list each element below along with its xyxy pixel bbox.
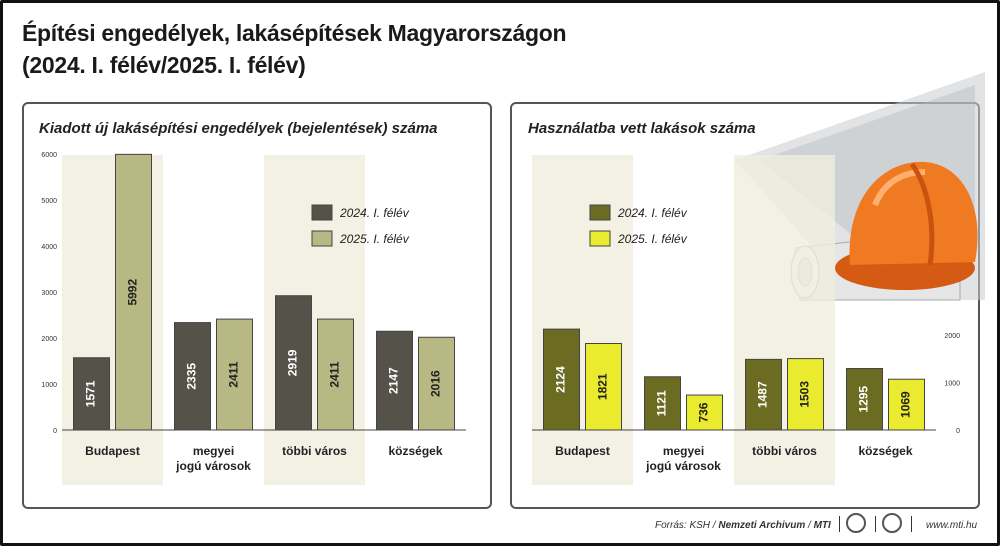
x-tick-label: Budapest <box>85 444 140 458</box>
data-label: 1571 <box>84 380 98 407</box>
chart-title-permits: Kiadott új lakásépítési engedélyek (beje… <box>39 120 438 137</box>
y-tick-label: 6000 <box>41 152 57 159</box>
legend-label: 2024. I. félév <box>339 206 410 220</box>
bar <box>686 394 723 431</box>
mtva-seal-icon <box>846 513 866 533</box>
data-label: 2335 <box>185 363 199 390</box>
bar <box>745 358 782 431</box>
bar <box>73 357 110 431</box>
data-label: 2411 <box>328 361 342 387</box>
x-tick-label: községek <box>858 444 912 458</box>
data-label: 1503 <box>798 381 812 408</box>
bar <box>216 318 253 431</box>
hard-hat-icon <box>835 161 978 290</box>
y-tick-label: 2000 <box>944 333 960 340</box>
legend-swatch <box>311 230 333 247</box>
legend-label: 2025. I. félév <box>617 232 688 246</box>
x-tick-label: községek <box>388 444 442 458</box>
y-tick-label: 3000 <box>41 290 57 297</box>
chart-permits: 0 1000 2000 3000 4000 5000 6000 1571 5992 Budapes… <box>41 152 466 485</box>
website-link[interactable]: www.mti.hu <box>926 520 978 531</box>
bar <box>376 330 413 431</box>
page-title: Építési engedélyek, lakásépítések Magyar… <box>22 20 567 46</box>
y-tick-label: 0 <box>53 428 57 435</box>
chart-title-completions: Használatba vett lakások száma <box>528 120 756 137</box>
bar <box>317 318 354 431</box>
source-prefix: Forrás: KSH / <box>655 520 719 531</box>
source-archive: Nemzeti Archivum <box>718 520 806 531</box>
legend-label: 2025. I. félév <box>339 232 410 246</box>
y-tick-label: 0 <box>956 428 960 435</box>
bar <box>846 367 883 431</box>
category-band <box>734 155 835 485</box>
data-label: 736 <box>697 402 711 422</box>
data-label: 2919 <box>286 349 300 376</box>
bar <box>543 328 580 431</box>
data-label: 1069 <box>899 391 913 418</box>
data-label: 1821 <box>596 373 610 400</box>
data-label: 2147 <box>387 367 401 394</box>
x-tick-label: jogú városok <box>645 459 721 473</box>
divider <box>911 516 912 532</box>
data-label: 2124 <box>554 366 568 393</box>
x-tick-label: többi város <box>282 444 347 458</box>
data-label: 2016 <box>429 370 443 397</box>
data-label: 1121 <box>655 390 669 416</box>
y-tick-label: 4000 <box>41 244 57 251</box>
page-subtitle: (2024. I. félév/2025. I. félév) <box>22 52 306 78</box>
data-label: 1487 <box>756 381 770 408</box>
divider <box>875 516 876 532</box>
bar <box>275 295 312 431</box>
y-tick-label: 1000 <box>41 382 57 389</box>
data-label: 2411 <box>227 361 241 387</box>
x-tick-label: többi város <box>752 444 817 458</box>
source-separator: / <box>805 520 814 531</box>
x-tick-label: megyei <box>663 444 704 458</box>
mti-seal-icon <box>882 513 902 533</box>
bar <box>644 376 681 431</box>
data-label: 5992 <box>126 279 140 306</box>
source-agency: MTI <box>813 520 831 531</box>
legend-swatch <box>589 204 611 221</box>
legend-label: 2024. I. félév <box>617 206 688 220</box>
x-tick-label: megyei <box>193 444 234 458</box>
legend-swatch <box>589 230 611 247</box>
chart-completions: 0 1000 2000 2124 1821 Budapest 1121 736 megyeijo… <box>532 155 960 485</box>
y-tick-label: 5000 <box>41 198 57 205</box>
bar <box>787 358 824 431</box>
category-band <box>532 155 633 485</box>
x-tick-label: jogú városok <box>175 459 251 473</box>
bar <box>115 153 152 431</box>
source-credit: Forrás: KSH / Nemzeti Archivum / MTI <box>655 520 831 531</box>
y-tick-label: 2000 <box>41 336 57 343</box>
bar <box>418 336 455 431</box>
bar <box>174 322 211 431</box>
bar <box>585 343 622 431</box>
x-tick-label: Budapest <box>555 444 610 458</box>
bar <box>888 378 925 431</box>
legend-swatch <box>311 204 333 221</box>
y-tick-label: 1000 <box>944 381 960 388</box>
data-label: 1295 <box>857 386 871 413</box>
divider <box>839 516 840 532</box>
